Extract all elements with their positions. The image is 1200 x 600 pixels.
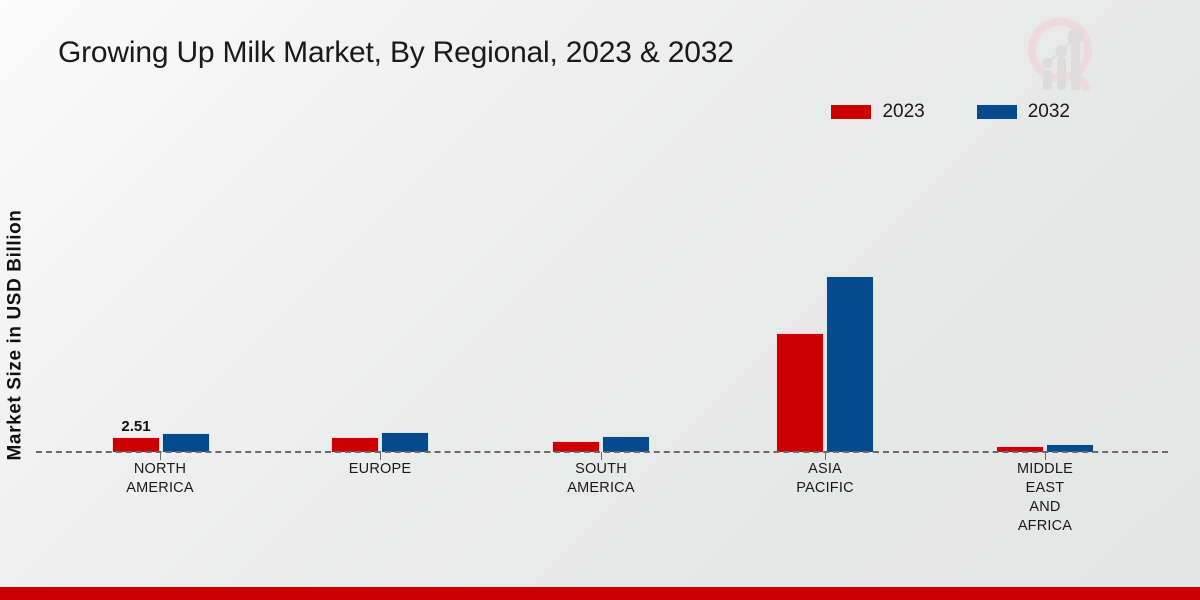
chart-legend: 2023 2032 — [831, 101, 1070, 123]
bar-north-america-2032[interactable] — [162, 433, 210, 452]
bar-group-south-america — [551, 130, 651, 452]
category-line: EAST — [1025, 480, 1065, 496]
category-line: NORTH — [133, 461, 187, 477]
bar-north-america-2023[interactable]: 2.51 — [112, 418, 160, 452]
bar-group-asia-pacific — [775, 130, 875, 452]
bar-europe-2023[interactable] — [331, 437, 379, 452]
y-axis-title-text: Market Size in USD Billion — [5, 209, 26, 461]
bar-middle-east-and-africa-2023[interactable] — [996, 446, 1044, 452]
bottom-accent-bar — [0, 587, 1200, 600]
axis-tick-south-america — [601, 452, 602, 460]
category-label-asia-pacific: ASIA PACIFIC — [740, 460, 910, 498]
category-label-north-america: NORTH AMERICA — [75, 460, 245, 498]
category-line: ASIA — [808, 461, 842, 477]
legend-item-2032[interactable]: 2032 — [976, 101, 1070, 123]
magnifier-icon — [1028, 18, 1092, 92]
bar-chart-icon — [1042, 29, 1084, 90]
plot-area: 2.51 — [40, 130, 1190, 452]
category-label-middle-east-and-africa: MIDDLE EAST AND AFRICA — [960, 460, 1130, 536]
category-label-europe: EUROPE — [295, 460, 465, 479]
x-axis-baseline — [36, 451, 1168, 453]
axis-tick-middle-east-and-africa — [1045, 452, 1046, 460]
bar-group-north-america: 2.51 — [111, 130, 211, 452]
legend-label-2032: 2032 — [1027, 101, 1070, 122]
bar-south-america-2032[interactable] — [602, 436, 650, 452]
axis-tick-europe — [380, 452, 381, 460]
category-line: EUROPE — [348, 461, 412, 477]
category-line: AMERICA — [126, 480, 194, 496]
bar-europe-2032[interactable] — [381, 432, 429, 452]
y-axis-title: Market Size in USD Billion — [0, 170, 32, 500]
axis-tick-asia-pacific — [825, 452, 826, 460]
page-title: Growing Up Milk Market, By Regional, 202… — [58, 36, 734, 69]
category-line: AFRICA — [1017, 518, 1073, 534]
bar-middle-east-and-africa-2032[interactable] — [1046, 444, 1094, 452]
axis-tick-north-america — [160, 452, 161, 460]
legend-label-2023: 2023 — [882, 101, 925, 122]
category-label-south-america: SOUTH AMERICA — [516, 460, 686, 498]
category-line: AND — [1029, 499, 1061, 515]
legend-swatch-2032 — [976, 105, 1017, 119]
category-line: SOUTH — [575, 461, 627, 477]
category-line: PACIFIC — [796, 480, 854, 496]
legend-item-2023[interactable]: 2023 — [831, 101, 925, 123]
bar-value-label: 2.51 — [121, 418, 151, 435]
bar-asia-pacific-2023[interactable] — [776, 333, 824, 452]
bar-south-america-2023[interactable] — [552, 441, 600, 452]
bar-asia-pacific-2032[interactable] — [826, 276, 874, 452]
legend-swatch-2023 — [831, 105, 872, 119]
category-line: AMERICA — [567, 480, 635, 496]
watermark-logo — [1028, 18, 1092, 92]
category-line: MIDDLE — [1017, 461, 1073, 477]
bar-group-europe — [330, 130, 430, 452]
bar-group-middle-east-and-africa — [995, 130, 1095, 452]
